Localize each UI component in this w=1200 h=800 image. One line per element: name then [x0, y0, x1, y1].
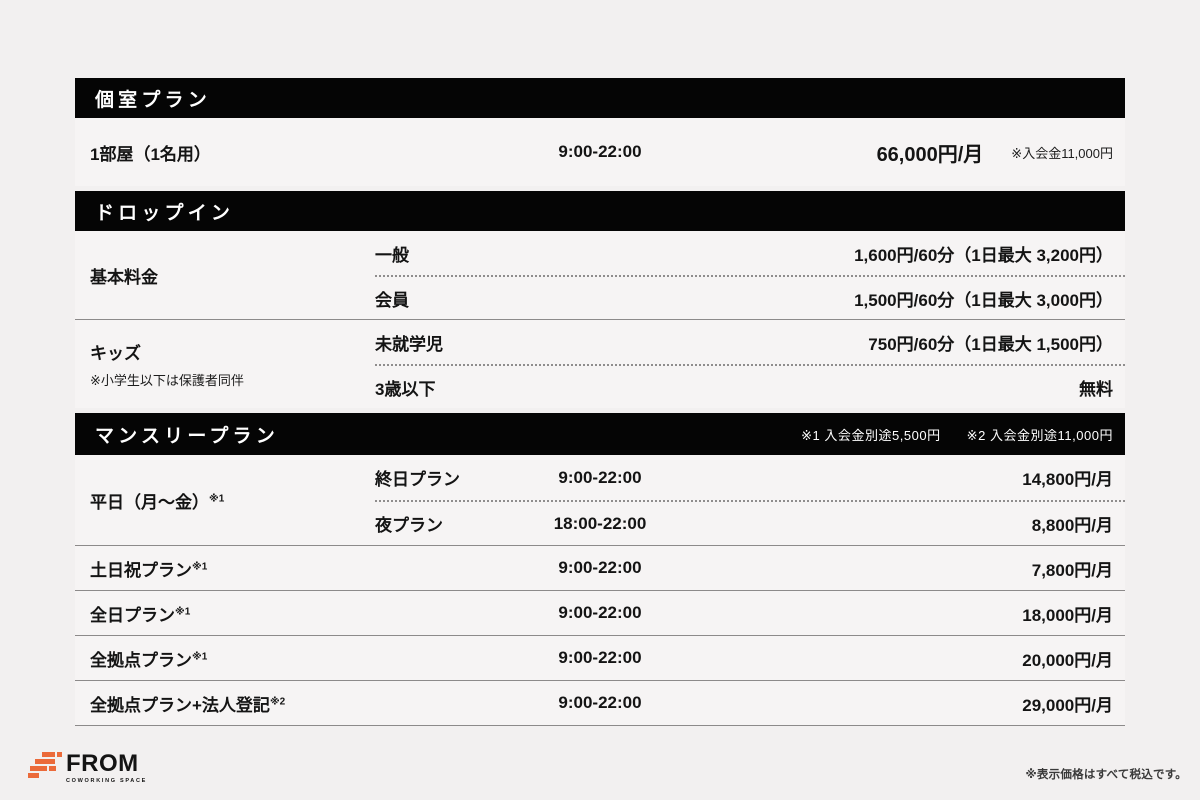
monthly-weekday-label: 平日（月〜金）※1: [90, 492, 225, 512]
drop-in-kids-note: ※小学生以下は保護者同伴: [90, 373, 244, 388]
drop-in-row-under3-price: 無料: [1079, 379, 1113, 399]
monthly-weekday-sup: ※1: [209, 492, 225, 504]
monthly-row-corporate-label: 全拠点プラン+法人登記※2: [90, 695, 286, 715]
drop-in-row-general-price: 1,600円/60分（1日最大 3,200円）: [854, 245, 1113, 265]
monthly-row-allday: 全日プラン※1 9:00-22:00 18,000円/月: [75, 591, 1125, 636]
monthly-row-alllocation-sup: ※1: [192, 650, 208, 662]
monthly-row-alllocation-price: 20,000円/月: [1022, 650, 1113, 670]
monthly-row-corporate-price: 29,000円/月: [1022, 695, 1113, 715]
private-room-price: 66,000円/月: [876, 143, 984, 166]
tax-included-note: ※表示価格はすべて税込です。: [1025, 769, 1187, 781]
drop-in-row-under3-name: 3歳以下: [375, 379, 436, 399]
from-logo-name: FROM: [66, 750, 139, 777]
drop-in-row-member: 会員 1,500円/60分（1日最大 3,000円）: [375, 275, 1125, 319]
drop-in-row-general: 一般 1,600円/60分（1日最大 3,200円）: [375, 231, 1125, 275]
monthly-row-night-price: 8,800円/月: [1031, 516, 1113, 535]
private-room-row: 1部屋（1名用） 9:00-22:00 66,000円/月 ※入会金11,000…: [75, 118, 1125, 186]
monthly-admission-note-2: ※2 入会金別途11,000円: [966, 427, 1113, 443]
drop-in-row-preschool-name: 未就学児: [375, 334, 443, 354]
monthly-row-allday-label: 全日プラン※1: [90, 605, 191, 625]
drop-in-row-general-name: 一般: [375, 245, 409, 265]
drop-in-kids-label-cell: キッズ ※小学生以下は保護者同伴: [75, 320, 375, 408]
monthly-row-alllocation-label: 全拠点プラン※1: [90, 650, 208, 670]
monthly-row-corporate: 全拠点プラン+法人登記※2 9:00-22:00 29,000円/月: [75, 681, 1125, 726]
section-bar-drop-in: ドロップイン: [75, 191, 1125, 231]
from-logo: FROM COWORKING SPACE: [28, 746, 147, 791]
section-bar-private-room: 個室プラン: [75, 78, 1125, 118]
monthly-row-fullday-name: 終日プラン: [375, 470, 460, 489]
drop-in-row-member-name: 会員: [375, 290, 409, 310]
drop-in-basic-label-cell: 基本料金: [75, 231, 375, 319]
from-bricks-icon: [28, 746, 62, 791]
monthly-row-weekend-sup: ※1: [192, 560, 208, 572]
private-room-label: 1部屋（1名用）: [90, 144, 211, 164]
section-title-monthly: マンスリープラン: [95, 425, 279, 447]
monthly-row-corporate-hours: 9:00-22:00: [558, 693, 642, 712]
drop-in-basic-label: 基本料金: [90, 267, 158, 287]
monthly-weekday-group: 平日（月〜金）※1 終日プラン 9:00-22:00 14,800円/月 夜プラ…: [75, 455, 1125, 546]
monthly-row-corporate-sup: ※2: [269, 695, 286, 707]
monthly-row-weekend-label: 土日祝プラン※1: [90, 560, 208, 580]
monthly-row-weekend-price: 7,800円/月: [1031, 560, 1113, 580]
monthly-row-night-name: 夜プラン: [375, 516, 443, 535]
monthly-row-alllocation: 全拠点プラン※1 9:00-22:00 20,000円/月: [75, 636, 1125, 681]
monthly-admission-note-1: ※1 入会金別途5,500円: [801, 427, 941, 443]
section-title-private-room: 個室プラン: [95, 89, 211, 111]
monthly-weekday-label-cell: 平日（月〜金）※1: [75, 455, 375, 545]
drop-in-row-under3: 3歳以下 無料: [375, 364, 1125, 408]
from-logo-text-block: FROM COWORKING SPACE: [66, 750, 148, 785]
drop-in-basic-group: 基本料金 一般 1,600円/60分（1日最大 3,200円） 会員 1,500…: [75, 231, 1125, 320]
monthly-row-fullday: 終日プラン 9:00-22:00 14,800円/月: [375, 455, 1125, 500]
monthly-row-allday-sup: ※1: [175, 605, 191, 617]
monthly-bar-notes: ※1 入会金別途5,500円 ※2 入会金別途11,000円: [801, 425, 1113, 444]
price-sheet: 個室プラン 1部屋（1名用） 9:00-22:00 66,000円/月 ※入会金…: [75, 78, 1125, 726]
section-bar-monthly: マンスリープラン ※1 入会金別途5,500円 ※2 入会金別途11,000円: [75, 413, 1125, 455]
monthly-row-night-hours: 18:00-22:00: [553, 513, 647, 533]
drop-in-row-member-price: 1,500円/60分（1日最大 3,000円）: [854, 290, 1113, 310]
monthly-row-night: 夜プラン 18:00-22:00 8,800円/月: [375, 500, 1125, 545]
monthly-row-fullday-price: 14,800円/月: [1022, 470, 1113, 489]
monthly-row-alllocation-hours: 9:00-22:00: [558, 648, 642, 667]
section-title-drop-in: ドロップイン: [95, 202, 235, 224]
monthly-row-weekend-hours: 9:00-22:00: [558, 558, 642, 577]
drop-in-kids-group: キッズ ※小学生以下は保護者同伴 未就学児 750円/60分（1日最大 1,50…: [75, 320, 1125, 408]
monthly-row-fullday-hours: 9:00-22:00: [558, 467, 642, 487]
from-logo-subtext: COWORKING SPACE: [66, 778, 148, 784]
private-room-hours: 9:00-22:00: [558, 142, 642, 161]
private-room-admission-note: ※入会金11,000円: [1011, 145, 1113, 161]
drop-in-kids-label: キッズ: [90, 344, 141, 363]
drop-in-row-preschool: 未就学児 750円/60分（1日最大 1,500円）: [375, 320, 1125, 364]
monthly-row-allday-price: 18,000円/月: [1022, 605, 1113, 625]
drop-in-row-preschool-price: 750円/60分（1日最大 1,500円）: [868, 334, 1113, 354]
monthly-row-allday-hours: 9:00-22:00: [558, 603, 642, 622]
monthly-row-weekend: 土日祝プラン※1 9:00-22:00 7,800円/月: [75, 546, 1125, 591]
